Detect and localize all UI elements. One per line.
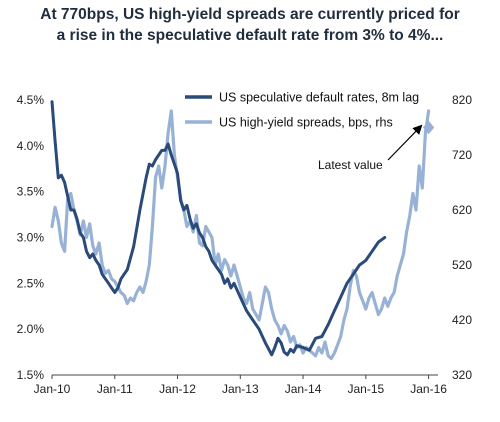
y-right-tick-label: 520: [452, 258, 472, 272]
series-line-default-rates: [50, 100, 387, 357]
axes: Jan-10 Jan-11 Jan-12 Jan-13 Jan-14 Jan-15 Jan-…: [17, 93, 473, 396]
y-right-tick-label: 720: [452, 148, 472, 162]
legend: US speculative default rates, 8m lag US h…: [185, 91, 419, 130]
annotation-arrow: [387, 124, 423, 161]
legend-item-default-rates: US speculative default rates, 8m lag: [185, 91, 419, 105]
y-left-tick-label: 4.0%: [17, 139, 45, 153]
y-left-tick-label: 1.5%: [17, 368, 45, 382]
y-right-tick-label: 820: [452, 93, 472, 107]
y-right-tick-label: 420: [452, 313, 472, 327]
x-tick-label: Jan-15: [347, 382, 384, 396]
y-left-tick-label: 4.5%: [17, 93, 45, 107]
x-tick-label: Jan-13: [222, 382, 259, 396]
x-tick-label: Jan-12: [159, 382, 196, 396]
annotation-label: Latest value: [318, 158, 383, 172]
series-layer: [50, 100, 431, 361]
legend-item-hy-spreads: US high-yield spreads, bps, rhs: [185, 116, 393, 130]
y-right-tick-label: 320: [452, 368, 472, 382]
chart-title: At 770bps, US high-yield spreads are cur…: [0, 4, 500, 46]
latest-value-marker: [422, 120, 435, 135]
y-left-tick-label: 2.0%: [17, 322, 45, 336]
legend-label: US high-yield spreads, bps, rhs: [219, 116, 393, 130]
y-left-tick-label: 3.5%: [17, 185, 45, 199]
y-right-tick-label: 620: [452, 203, 472, 217]
x-tick-label: Jan-10: [34, 382, 71, 396]
chart-title-line-1: At 770bps, US high-yield spreads are cur…: [40, 6, 460, 23]
x-tick-label: Jan-14: [285, 382, 322, 396]
x-tick-label: Jan-11: [97, 382, 133, 396]
y-left-tick-label: 3.0%: [17, 231, 45, 245]
series-line-hy-spreads: [50, 109, 431, 361]
chart-title-line-2: a rise in the speculative default rate f…: [56, 27, 444, 44]
annotation: Latest value: [318, 120, 435, 172]
x-tick-label: Jan-16: [410, 382, 447, 396]
legend-label: US speculative default rates, 8m lag: [219, 91, 419, 105]
y-left-tick-label: 2.5%: [17, 276, 45, 290]
